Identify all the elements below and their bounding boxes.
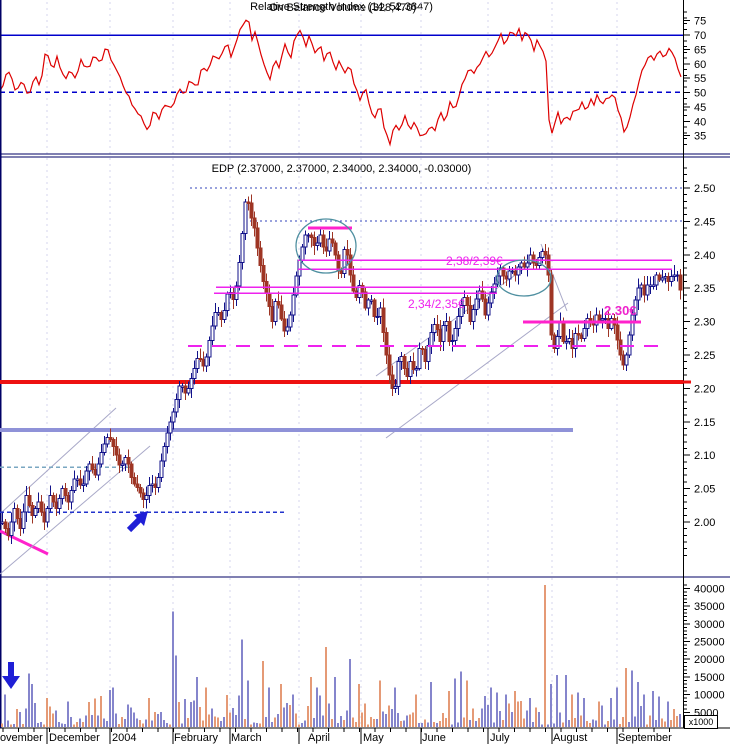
month-label: August	[553, 732, 587, 744]
rsi-axis-label: 55	[694, 73, 706, 85]
month-gridlines	[46, 2, 618, 727]
trendlines	[0, 187, 683, 575]
candlesticks	[0, 194, 683, 545]
price-axis-label: 2.40	[694, 250, 715, 262]
month-label: September	[618, 732, 672, 744]
rsi-axis-label: 70	[694, 30, 706, 42]
volume-axis-label: 35000	[694, 601, 725, 613]
price-axis-label: 2.20	[694, 383, 715, 395]
panel-borders	[0, 0, 730, 729]
rsi-axis-label: 40	[694, 116, 706, 128]
month-label: March	[231, 732, 262, 744]
rsi-axis-label: 35	[694, 131, 706, 143]
month-label: December	[49, 732, 100, 744]
x-axis: November December 2004 February March April Ma…	[0, 728, 672, 744]
price-chart-title: EDP (2.37000, 2.37000, 2.34000, 2.34000,…	[211, 163, 472, 175]
circle-april-top	[295, 218, 357, 274]
price-axis-label: 2.45	[694, 216, 715, 228]
month-label: June	[422, 732, 446, 744]
month-label: February	[174, 732, 219, 744]
resistance-label-238-239: 2,38/2,39€	[446, 254, 503, 268]
price-axis-label: 2.15	[694, 417, 715, 429]
price-axis-label: 2.25	[694, 350, 715, 362]
volume-axis-label: 40000	[694, 583, 725, 595]
volume-axis-label: 15000	[694, 672, 725, 684]
rsi-axis-label: 75	[694, 16, 706, 28]
price-axis-label: 2.30	[694, 317, 715, 329]
channel-nov-lower	[0, 445, 151, 575]
circle-july-top	[496, 259, 552, 297]
month-label: May	[363, 732, 384, 744]
buy-arrow-january	[126, 511, 148, 533]
price-axis-label: 2.50	[694, 183, 715, 195]
rsi-axis-label: 45	[694, 102, 706, 114]
channel-nov-upper	[1, 407, 117, 513]
volume-axis-label: 10000	[694, 690, 725, 702]
month-label: July	[490, 732, 510, 744]
volume-bars	[1, 584, 681, 727]
price-axis-label: 2.00	[694, 517, 715, 529]
price-axis-label: 2.05	[694, 484, 715, 496]
channel-may-lower	[385, 302, 569, 439]
volume-axis-label: 30000	[694, 619, 725, 631]
month-label: April	[308, 732, 330, 744]
price-annotations: 2,38/2,39€ 2,34/2,35€ 2.30€	[188, 218, 672, 347]
volume-axis-label: 25000	[694, 637, 725, 649]
volume-arrow-november	[2, 662, 20, 689]
arrows	[2, 511, 148, 689]
month-label: 2004	[112, 732, 136, 744]
rsi-axis-label: 50	[694, 88, 706, 100]
price-axis-label: 2.35	[694, 283, 715, 295]
rsi-axis-label: 65	[694, 44, 706, 56]
volume-axis-label: 20000	[694, 654, 725, 666]
rsi-axis-label: 60	[694, 59, 706, 71]
right-axis: 75 70 65 60 55 50 45 40 35 2.50 2.45 2.40 2.35 2.30 2.…	[683, 11, 725, 727]
month-label: November	[0, 732, 43, 744]
rsi-line	[0, 19, 682, 147]
price-axis-label: 2.10	[694, 450, 715, 462]
support-label-234-235: 2,34/2,35€	[408, 297, 465, 311]
rsi-panel	[0, 19, 683, 147]
volume-unit-label: x1000	[684, 715, 718, 729]
support-label-230: 2.30€	[604, 303, 637, 318]
